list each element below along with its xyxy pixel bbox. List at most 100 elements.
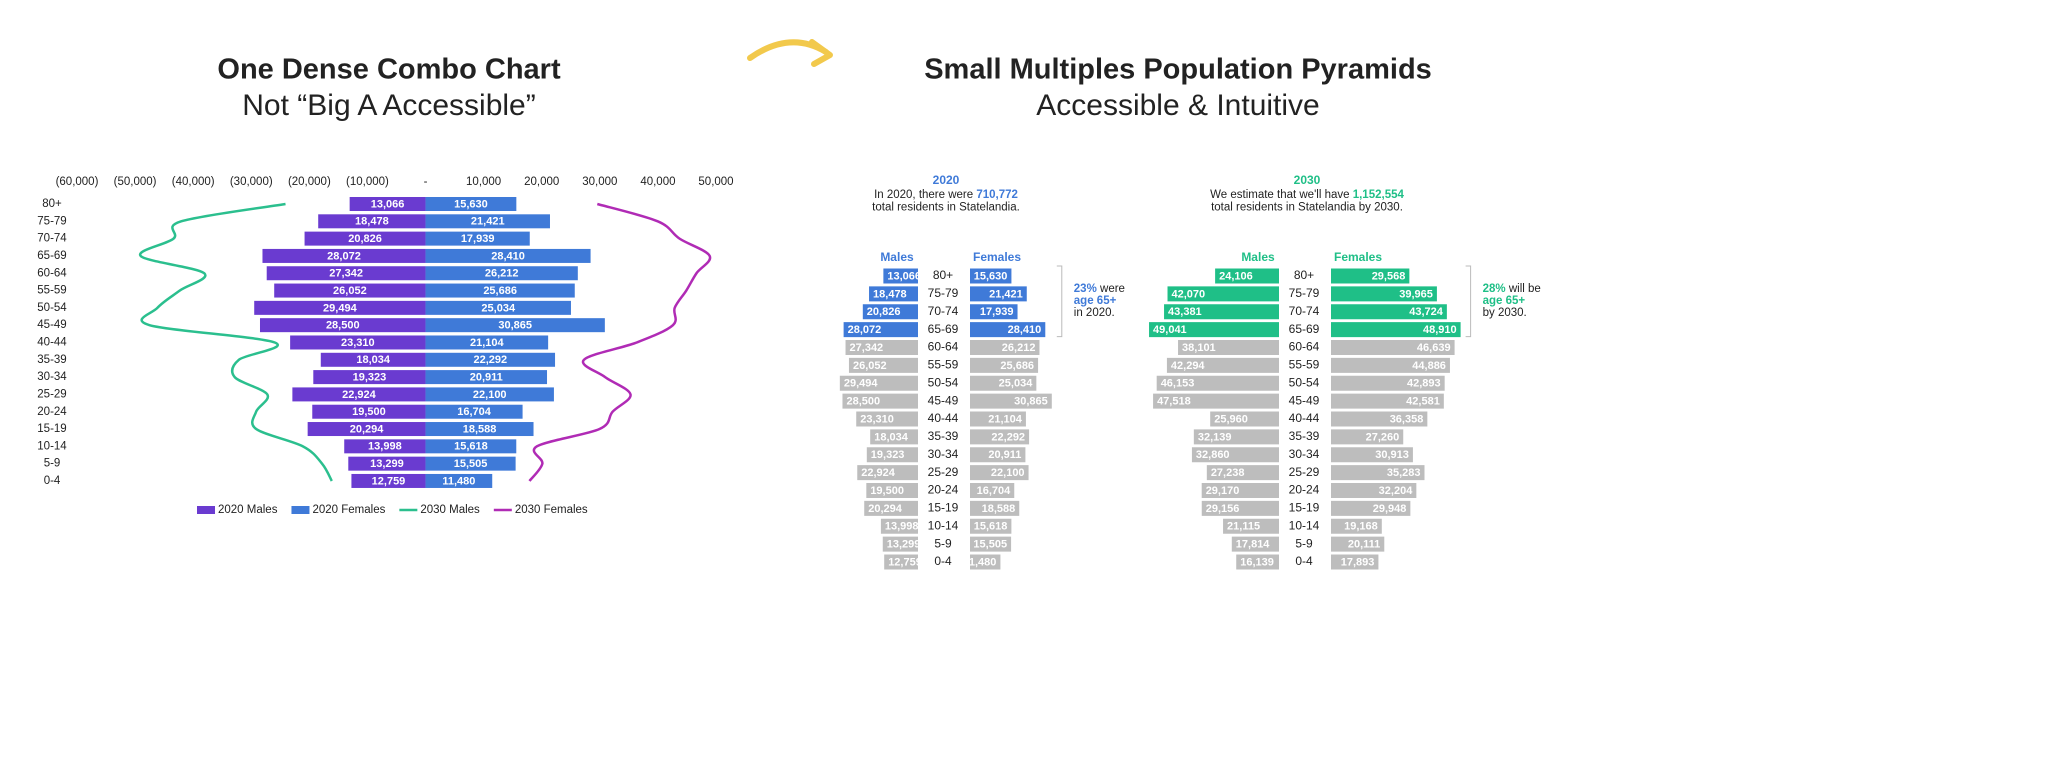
bar-label: 43,381 (1168, 306, 1202, 318)
bar-label: 27,342 (850, 342, 884, 354)
bar-label: 28,072 (848, 324, 882, 336)
x-tick-label: (10,000) (346, 176, 389, 188)
age-label: 30-34 (1289, 447, 1320, 461)
bar (1231, 536, 1279, 552)
bar-label: 20,826 (348, 233, 382, 245)
bar-label: 26,052 (853, 360, 887, 372)
age-label: 0-4 (934, 554, 952, 568)
bar (1153, 393, 1279, 409)
bar-label: 17,814 (1236, 539, 1271, 551)
x-tick-label: (50,000) (114, 176, 157, 188)
bar (1331, 393, 1444, 409)
bar-label: 18,478 (355, 216, 389, 228)
y-tick-label: 15-19 (37, 423, 66, 435)
bar (425, 214, 550, 229)
bar (970, 465, 1029, 481)
bar (425, 439, 517, 454)
age-label: 60-64 (928, 340, 959, 354)
bar-label: 16,704 (977, 485, 1012, 497)
bar (1331, 554, 1379, 570)
rich-text: 23% were (1074, 283, 1125, 295)
bar (845, 340, 918, 355)
bar-label: 38,101 (1182, 342, 1216, 354)
age-label: 0-4 (1295, 554, 1313, 568)
bar-label: 28,410 (491, 250, 525, 262)
bar-label: 42,893 (1407, 378, 1441, 390)
bracket (1056, 265, 1063, 338)
bar (869, 286, 918, 302)
text-part: total residents in Statelandia by 2030. (1211, 202, 1403, 214)
bar-label: 20,911 (988, 449, 1021, 461)
y-tick-label: 45-49 (37, 319, 66, 331)
bar (259, 318, 426, 333)
bar (425, 422, 534, 437)
age-label: 15-19 (928, 501, 959, 515)
bar (425, 300, 571, 315)
bar (425, 456, 516, 471)
legend-label: 2030 Males (420, 504, 480, 516)
emphasis: age 65+ (1074, 295, 1117, 307)
rich-text: In 2020, there were 710,772 (874, 189, 1018, 201)
right-subheading: Accessible & Intuitive (1036, 89, 1319, 122)
bar (882, 536, 918, 552)
y-tick-label: 50-54 (37, 302, 67, 314)
text-part: by 2030. (1483, 307, 1527, 319)
emphasis: 710,772 (976, 189, 1018, 201)
bar (1331, 465, 1425, 481)
y-tick-label: 20-24 (37, 406, 67, 418)
bar (312, 404, 426, 419)
bar-label: 29,948 (1373, 503, 1407, 515)
bar-label: 17,939 (461, 233, 495, 245)
bar-label: 13,998 (885, 521, 919, 533)
age-label: 40-44 (928, 411, 959, 425)
age-label: 65-69 (1289, 322, 1320, 336)
bar-label: 43,724 (1409, 306, 1444, 318)
bar-label: 16,139 (1240, 556, 1274, 568)
bar (864, 500, 918, 516)
bar-label: 16,704 (457, 406, 492, 418)
bar-label: 29,494 (323, 302, 358, 314)
bar (1223, 518, 1279, 534)
bar-label: 13,066 (887, 270, 921, 282)
bar-label: 15,505 (973, 539, 1007, 551)
bar (425, 318, 605, 333)
bar-label: 25,686 (483, 285, 517, 297)
bar-label: 42,070 (1172, 288, 1206, 300)
x-tick-label: (40,000) (172, 176, 215, 188)
bar-label: 20,294 (868, 503, 903, 515)
bar-label: 24,106 (1219, 270, 1253, 282)
rich-text: by 2030. (1483, 307, 1527, 319)
bar-label: 12,759 (888, 556, 922, 568)
bar-label: 21,421 (471, 216, 505, 228)
x-tick-label: 20,000 (524, 176, 559, 188)
y-tick-label: 30-34 (37, 371, 67, 383)
bar (304, 231, 426, 246)
bar (1331, 340, 1455, 355)
y-tick-label: 25-29 (37, 388, 66, 400)
y-tick-label: 70-74 (37, 233, 67, 245)
y-tick-label: 40-44 (37, 337, 67, 349)
age-label: 65-69 (928, 322, 959, 336)
bar (351, 473, 426, 488)
bar (970, 447, 1026, 463)
bar (970, 393, 1052, 409)
bar (348, 456, 426, 471)
bar-label: 18,478 (873, 288, 907, 300)
bar (1331, 447, 1413, 463)
age-label: 15-19 (1289, 501, 1320, 515)
bar (425, 370, 548, 385)
legend-swatch (291, 506, 310, 514)
age-label: 35-39 (1289, 429, 1320, 443)
bar (1331, 304, 1447, 320)
bar (843, 322, 918, 338)
bar (1236, 554, 1279, 570)
bar (425, 197, 517, 211)
bar-label: 28,500 (326, 320, 360, 332)
bar (970, 411, 1026, 427)
bar-label: 25,034 (999, 378, 1034, 390)
bar-label: 22,100 (473, 389, 507, 401)
bar (970, 518, 1012, 534)
bar-label: 13,066 (371, 198, 405, 210)
bar (870, 429, 918, 445)
